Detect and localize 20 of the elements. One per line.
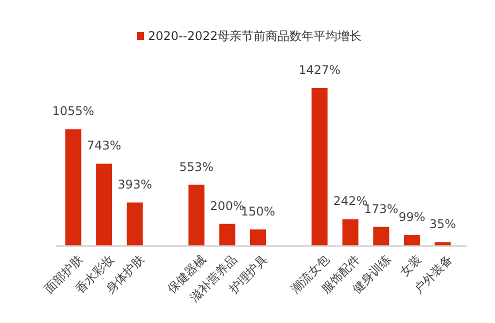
bar <box>434 242 451 246</box>
data-label: 35% <box>429 217 456 232</box>
bar <box>250 229 266 246</box>
x-tick-label: 女装 <box>397 252 424 280</box>
data-label: 1055% <box>52 104 94 118</box>
bar <box>188 184 204 246</box>
data-label: 743% <box>86 138 122 153</box>
bar <box>96 164 112 246</box>
data-label: 1427% <box>298 63 341 77</box>
bar <box>404 235 420 246</box>
data-label: 99% <box>398 210 426 224</box>
bar <box>126 202 143 246</box>
bar <box>342 219 358 246</box>
bar <box>312 88 328 246</box>
data-label: 393% <box>118 177 152 192</box>
bar <box>219 224 236 246</box>
legend-label: 2020--2022母亲节前商品数年平均增长 <box>148 29 362 43</box>
bar <box>373 226 390 246</box>
data-label: 553% <box>179 160 214 174</box>
bar <box>65 129 82 246</box>
